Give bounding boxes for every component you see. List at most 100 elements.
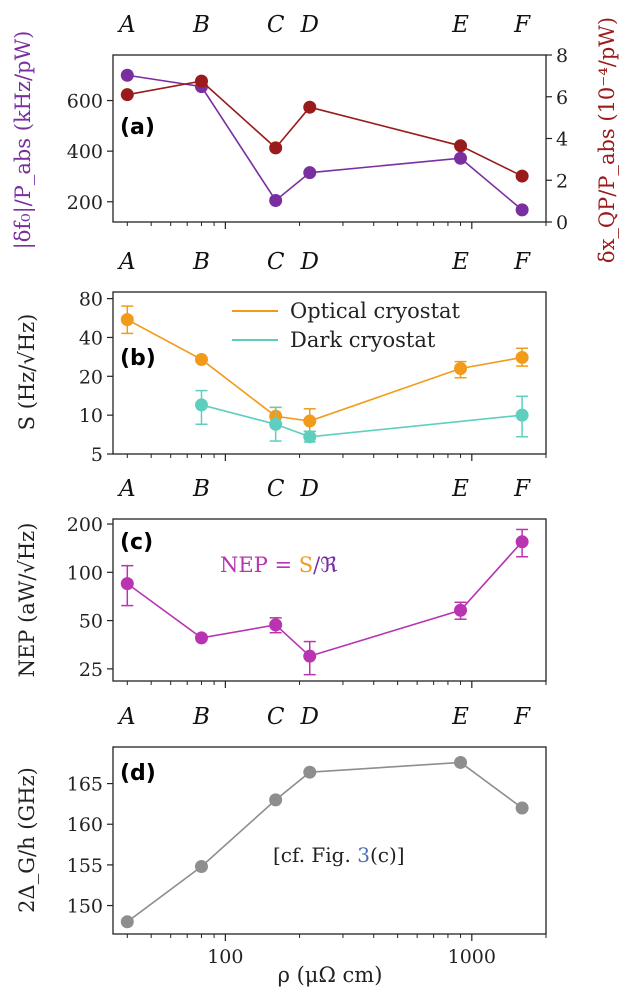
y-axis-label-b: S (Hz/√Hz) (15, 314, 39, 431)
panel-c-frame (112, 518, 547, 682)
y-right-a-tick-label: 6 (556, 87, 568, 109)
series-optical-point (303, 414, 317, 428)
series-dark-point (269, 417, 283, 431)
sample-label-e: E (451, 476, 469, 502)
y-axis-label-c: NEP (aW/√Hz) (15, 523, 39, 678)
y-right-a-tick-label: 8 (556, 45, 568, 67)
series-nep-point (120, 577, 134, 591)
y-axis-label-d: 2Δ_G/h (GHz) (15, 767, 39, 913)
sample-label-d: D (300, 704, 319, 730)
legend-label-dark: Dark cryostat (290, 328, 436, 352)
series-gap-point (454, 755, 468, 769)
series-nep-point (194, 631, 208, 645)
series-a-xqp-line (127, 80, 523, 177)
legend: Optical cryostat Dark cryostat (232, 299, 461, 352)
panel-d-label: (d) (120, 761, 156, 786)
sample-label-a: A (117, 249, 136, 275)
sample-label-d: D (300, 12, 319, 38)
series-gap-point (269, 793, 283, 807)
series-a-freq-point (515, 203, 529, 217)
y-c-tick-label: 50 (79, 611, 103, 633)
sample-label-b: B (192, 249, 210, 275)
y-left-a-tick-label: 200 (67, 192, 103, 214)
sample-label-c: C (267, 249, 285, 275)
series-a-freq-line (127, 74, 523, 211)
series-a-freq-point (269, 193, 283, 207)
y-b-tick-label: 40 (79, 327, 103, 349)
x-axis-label: ρ (μΩ cm) (278, 963, 383, 987)
series-a-xqp-point (454, 139, 468, 153)
panel-d-frame (112, 746, 547, 935)
sample-label-f: F (513, 12, 531, 38)
y-d-tick-label: 165 (67, 774, 103, 796)
series-a-xqp-point (303, 100, 317, 114)
sample-label-b: B (192, 704, 210, 730)
series-dark-point (194, 398, 208, 412)
series-a-xqp-point (194, 74, 208, 88)
panel-a-frame (112, 54, 547, 223)
series-dark-point (515, 408, 529, 422)
nep-equation: NEP = S/ℜ (220, 553, 337, 577)
series-a-xqp-point (120, 88, 134, 102)
sample-label-b: B (192, 476, 210, 502)
y-d-tick-label: 160 (67, 814, 103, 836)
series-nep-line (126, 541, 523, 658)
y-d-tick-label: 155 (67, 855, 103, 877)
nep-equation-s: S (299, 553, 313, 577)
figure-reference-tail: (c)] (370, 843, 405, 867)
data-layer (120, 68, 529, 929)
series-nep-point (303, 649, 317, 663)
y-left-a-tick-label: 400 (67, 141, 103, 163)
sample-label-c: C (267, 476, 285, 502)
series-optical-point (194, 352, 208, 366)
sample-label-e: E (451, 704, 469, 730)
panel-a-label: (a) (120, 115, 155, 140)
series-optical-point (120, 313, 134, 327)
y-right-a-tick-label: 0 (556, 212, 568, 234)
series-optical-line (126, 318, 523, 422)
y-b-tick-label: 5 (91, 444, 103, 466)
series-gap-point (515, 801, 529, 815)
figure-reference-text: [cf. Fig. (273, 843, 357, 867)
series-a-freq-point (120, 68, 134, 82)
sample-label-d: D (300, 249, 319, 275)
series-dark-line (201, 404, 523, 438)
series-gap-point (194, 860, 208, 874)
y-c-tick-label: 100 (67, 562, 103, 584)
panel-c-label: (c) (120, 530, 153, 555)
sample-label-c: C (267, 12, 285, 38)
legend-label-optical: Optical cryostat (290, 299, 461, 323)
sample-label-c: C (267, 704, 285, 730)
series-gap-point (303, 765, 317, 779)
series-a-freq-point (454, 151, 468, 165)
series-gap-point (120, 915, 134, 929)
nep-equation-prefix: NEP = (220, 553, 299, 577)
y-right-a-tick-label: 2 (556, 170, 568, 192)
series-nep-point (454, 603, 468, 617)
sample-label-b: B (192, 12, 210, 38)
sample-label-f: F (513, 704, 531, 730)
sample-label-a: A (117, 704, 136, 730)
figure-reference-number: 3 (357, 843, 370, 867)
series-a-xqp-point (269, 141, 283, 155)
nep-equation-slash: / (313, 553, 321, 577)
figure-reference: [cf. Fig. 3(c)] (273, 843, 405, 867)
x-tick-label: 100 (207, 946, 243, 968)
y-b-tick-label: 10 (79, 405, 103, 427)
y-right-a-tick-label: 4 (556, 129, 568, 151)
y-b-tick-label: 20 (79, 366, 103, 388)
series-nep-point (515, 535, 529, 549)
y-b-tick-label: 80 (79, 289, 103, 311)
sample-label-f: F (513, 249, 531, 275)
series-optical-point (515, 350, 529, 364)
panel-b-label: (b) (120, 346, 156, 371)
series-gap-line (126, 761, 523, 923)
series-nep-point (269, 618, 283, 632)
sample-label-f: F (513, 476, 531, 502)
y-left-a-tick-label: 600 (67, 91, 103, 113)
y-d-tick-label: 150 (67, 896, 103, 918)
sample-label-a: A (117, 12, 136, 38)
x-tick-label: 1000 (448, 946, 496, 968)
